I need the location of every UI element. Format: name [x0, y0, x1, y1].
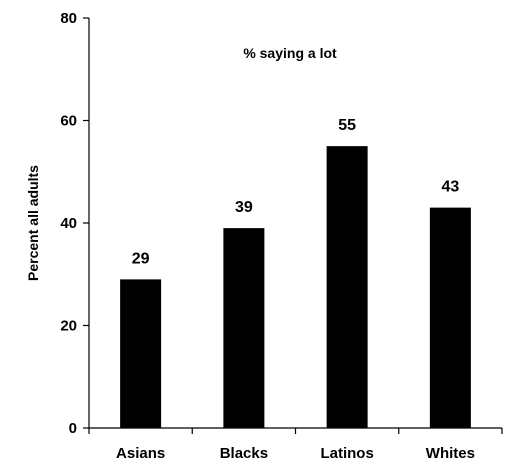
chart-title: % saying a lot	[243, 45, 337, 61]
y-tick-label: 40	[60, 215, 77, 232]
bar-whites	[429, 207, 471, 428]
bar-value-labels: 29 39 55 43	[132, 117, 460, 267]
category-label: Asians	[116, 445, 165, 462]
y-axis: 0 20 40 60 80	[60, 10, 90, 437]
x-axis	[88, 427, 503, 434]
category-label: Whites	[426, 445, 475, 462]
category-label: Blacks	[220, 445, 268, 462]
category-label: Latinos	[320, 445, 373, 462]
bar-value-label: 43	[441, 179, 459, 196]
y-tick-label: 80	[60, 10, 77, 27]
bar-latinos	[326, 146, 368, 428]
bar-value-label: 55	[338, 117, 356, 134]
bar-blacks	[223, 228, 265, 428]
bars	[120, 146, 471, 428]
y-tick-label: 20	[60, 318, 77, 335]
y-axis-title: Percent all adults	[25, 165, 41, 281]
bar-asians	[120, 279, 162, 428]
bar-value-label: 29	[132, 250, 150, 267]
bar-value-label: 39	[235, 199, 253, 216]
y-tick-label: 60	[60, 113, 77, 130]
category-labels: Asians Blacks Latinos Whites	[116, 445, 475, 462]
y-tick-label: 0	[69, 420, 77, 437]
